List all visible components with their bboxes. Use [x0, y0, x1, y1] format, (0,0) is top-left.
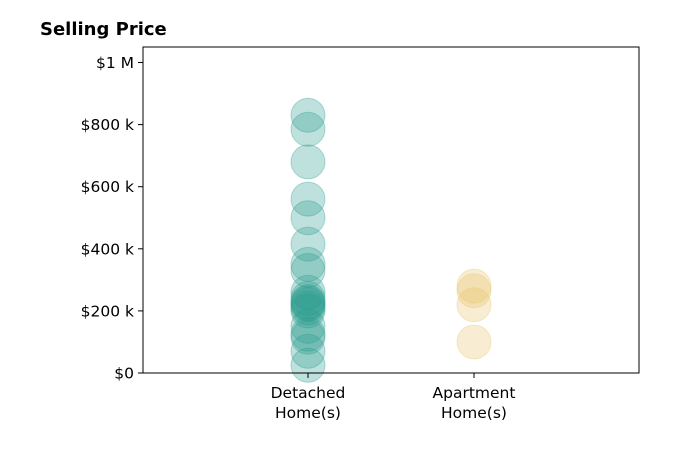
- plot-marks: [290, 97, 492, 383]
- y-tick-label: $0: [114, 365, 134, 383]
- y-tick-label: $200 k: [81, 302, 134, 320]
- x-tick-label-line: Home(s): [275, 404, 341, 422]
- chart-title: Selling Price: [40, 19, 167, 40]
- scatter-point: [290, 181, 326, 217]
- scatter-point: [290, 274, 326, 310]
- x-tick-label-line: Detached: [271, 384, 346, 402]
- y-tick-label: $600 k: [81, 178, 134, 196]
- scatter-point: [290, 285, 326, 321]
- scatter-point: [290, 284, 326, 320]
- scatter-point: [290, 287, 326, 323]
- y-tick-label: $800 k: [81, 116, 134, 134]
- scatter-point: [290, 226, 326, 262]
- scatter-point: [290, 316, 326, 352]
- scatter-point: [290, 253, 326, 289]
- scatter-point: [456, 287, 492, 323]
- scatter-point: [290, 290, 326, 326]
- scatter-point: [290, 246, 326, 282]
- y-tick-label: $400 k: [81, 240, 134, 258]
- scatter-point: [290, 319, 326, 355]
- scatter-point: [290, 333, 326, 369]
- scatter-point: [456, 273, 492, 309]
- y-tick-label: $1 M: [96, 54, 134, 72]
- scatter-point: [290, 347, 326, 383]
- scatter-point: [290, 308, 326, 344]
- scatter-point: [456, 268, 492, 304]
- x-tick-label-line: Home(s): [441, 404, 507, 422]
- plot-frame: [142, 46, 640, 374]
- x-axis: Detached Home(s) Apartment Home(s): [271, 373, 516, 422]
- x-tick-label: Apartment Home(s): [433, 384, 516, 422]
- scatter-point: [290, 97, 326, 133]
- x-tick-label-line: Apartment: [433, 384, 516, 402]
- scatter-point: [290, 144, 326, 180]
- y-axis: $0 $200 k $400 k $600 k $800 k $1 M: [81, 54, 143, 383]
- scatter-point: [290, 111, 326, 147]
- scatter-point: [456, 324, 492, 360]
- x-tick-label: Detached Home(s): [271, 384, 346, 422]
- scatter-point: [290, 280, 326, 316]
- scatter-point: [290, 293, 326, 329]
- scatter-point: [290, 200, 326, 236]
